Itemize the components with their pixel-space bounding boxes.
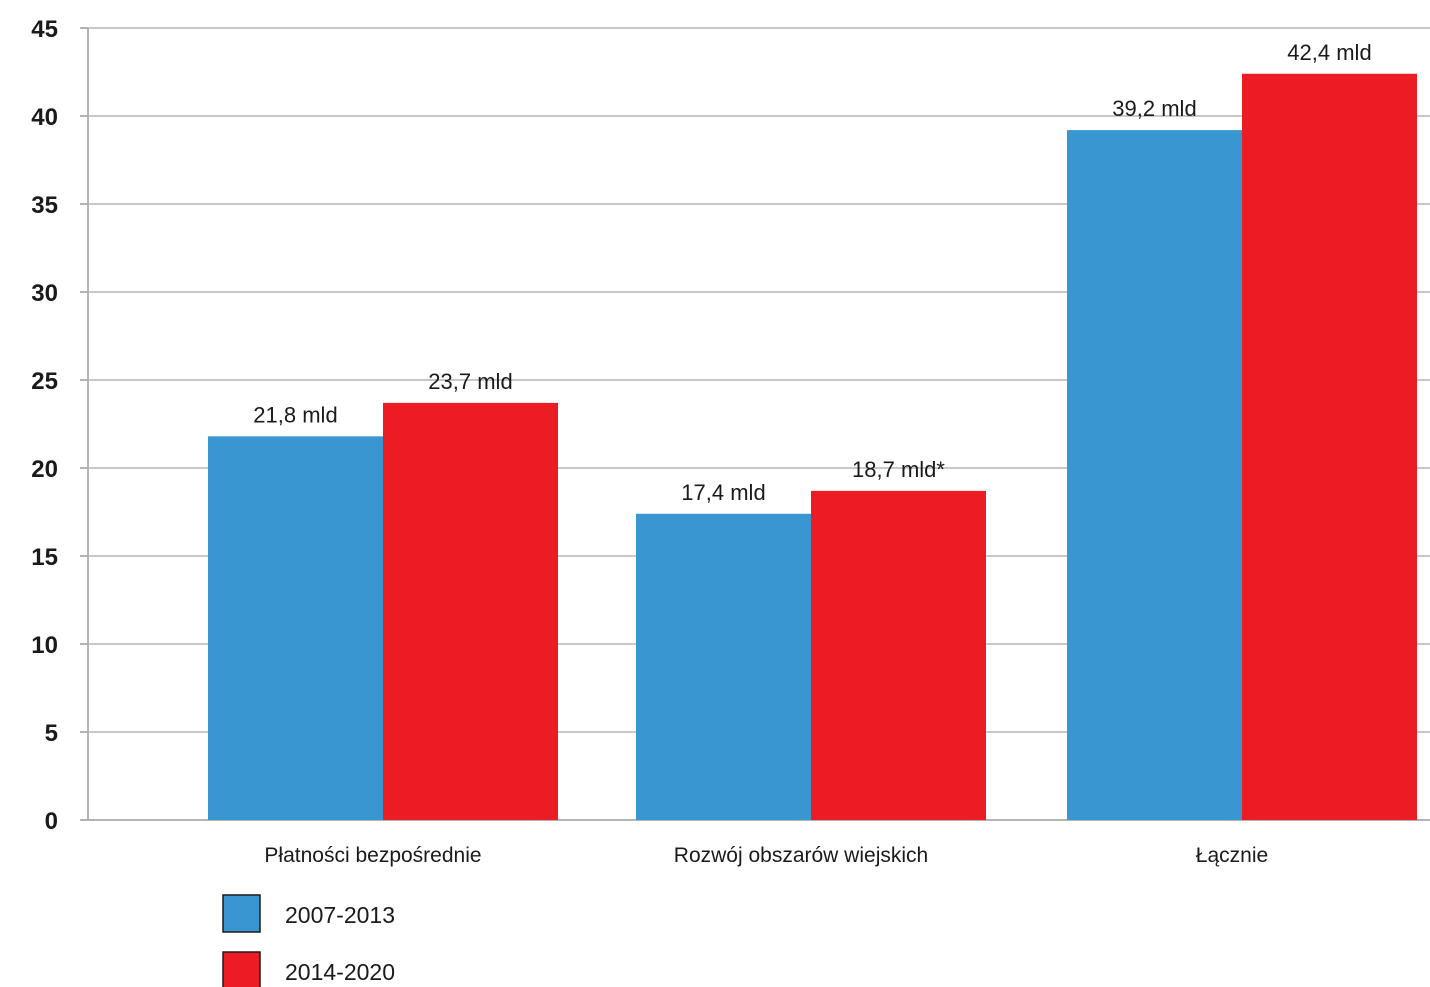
data-labels: 21,8 mld 17,4 mld 39,2 mld 23,7 mld 18,7 mld… — [253, 40, 1371, 505]
legend-swatch — [222, 951, 261, 987]
bar-2014-2020-0 — [383, 402, 558, 820]
y-tick-label: 15 — [31, 544, 58, 571]
bar-2014-2020-2 — [1242, 73, 1417, 820]
y-tick-label: 5 — [45, 720, 58, 747]
data-label: 23,7 mld — [428, 369, 512, 394]
y-axis: 0 5 10 15 20 25 30 35 40 45 — [31, 16, 89, 835]
bar-2014-2020-1 — [811, 490, 986, 820]
y-tick-label: 30 — [31, 280, 58, 307]
data-label: 39,2 mld — [1112, 96, 1196, 121]
y-tick-label: 40 — [31, 104, 58, 131]
x-tick-label: Łącznie — [1196, 844, 1268, 867]
bar-2007-2013-2 — [1067, 130, 1242, 820]
bars — [208, 73, 1417, 820]
data-label: 18,7 mld* — [852, 457, 945, 482]
y-tick-label: 35 — [31, 192, 58, 219]
legend-label: 2007-2013 — [285, 902, 395, 928]
x-tick-label: Rozwój obszarów wiejskich — [674, 844, 928, 867]
data-label: 17,4 mld — [681, 480, 765, 505]
legend-swatch — [222, 894, 261, 933]
x-tick-label: Płatności bezpośrednie — [264, 844, 481, 867]
y-tick-label: 45 — [31, 16, 58, 43]
data-label: 42,4 mld — [1287, 40, 1371, 65]
y-tick-label: 10 — [31, 632, 58, 659]
y-tick-label: 20 — [31, 456, 58, 483]
y-tick-label: 0 — [45, 808, 58, 835]
x-axis: Płatności bezpośrednie Rozwój obszarów wi… — [264, 844, 1268, 867]
legend-label: 2014-2020 — [285, 959, 395, 985]
data-label: 21,8 mld — [253, 402, 337, 427]
bar-2007-2013-1 — [636, 513, 811, 820]
y-tick-label: 25 — [31, 368, 58, 395]
bar-2007-2013-0 — [208, 436, 383, 820]
legend: 2007-2013 2014-2020 — [222, 894, 395, 987]
